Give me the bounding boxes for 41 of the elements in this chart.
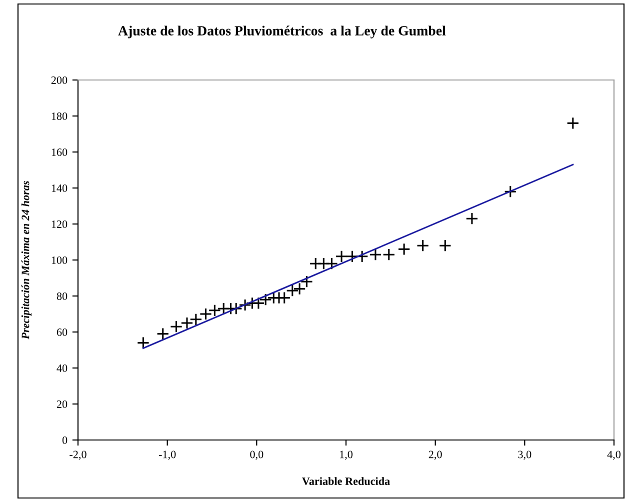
- x-tick-label: -1,0: [158, 450, 176, 460]
- y-tick-label: 120: [52, 220, 68, 228]
- point: [238, 298, 252, 312]
- chart-title: Ajuste de los Datos Pluviométricos a la Ley de Gumbel: [118, 26, 446, 38]
- point: [369, 248, 382, 261]
- point: [335, 250, 348, 263]
- point: [170, 320, 183, 333]
- point: [325, 257, 338, 270]
- point: [356, 250, 368, 263]
- y-tick-label: 160: [52, 148, 68, 156]
- point: [382, 248, 396, 261]
- x-tick-label: 3,0: [518, 450, 532, 460]
- y-tick-label: 200: [51, 76, 68, 84]
- point: [466, 212, 478, 225]
- point: [398, 242, 410, 256]
- y-tick-label: 40: [56, 364, 68, 372]
- x-tick-label: -2,0: [70, 450, 86, 460]
- point: [156, 327, 170, 340]
- x-tick-label: 2,0: [428, 450, 442, 460]
- point: [190, 313, 202, 326]
- point: [416, 239, 430, 252]
- x-tick-label: 4,0: [607, 450, 621, 460]
- point: [346, 250, 359, 263]
- y-tick-label: 0: [62, 436, 68, 444]
- point: [199, 308, 212, 320]
- y-tick-label: 140: [52, 184, 68, 192]
- point: [136, 336, 150, 350]
- point: [180, 316, 194, 330]
- x-axis-title: Variable Reducida: [302, 477, 390, 486]
- y-axis-title: Precipitación Máxima en 24 horas: [21, 181, 32, 340]
- point: [504, 185, 517, 198]
- y-tick-label: 60: [56, 328, 68, 336]
- y-tick-label: 20: [56, 400, 68, 408]
- point: [566, 116, 580, 130]
- y-tick-label: 80: [56, 292, 68, 300]
- x-tick-label: 0,0: [250, 450, 264, 460]
- x-tick-label: 1,0: [340, 450, 353, 460]
- y-tick-label: 100: [52, 256, 68, 264]
- y-tick-label: 180: [52, 112, 68, 120]
- point: [438, 239, 452, 252]
- point: [208, 304, 221, 317]
